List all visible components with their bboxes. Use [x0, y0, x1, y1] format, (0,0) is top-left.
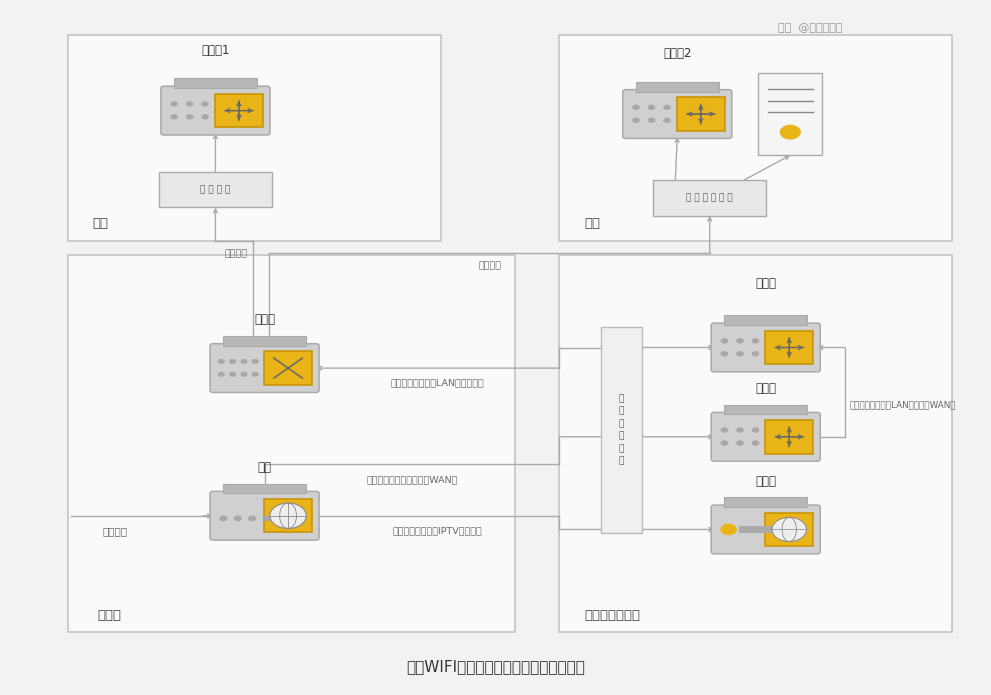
Circle shape — [663, 105, 671, 110]
Text: 六类网线（光猫至软路由WAN）: 六类网线（光猫至软路由WAN） — [367, 475, 458, 484]
Bar — [223, 336, 306, 346]
Bar — [559, 255, 952, 632]
Bar — [739, 526, 777, 533]
Circle shape — [229, 359, 236, 364]
Bar — [724, 316, 807, 325]
Circle shape — [648, 117, 655, 123]
Circle shape — [751, 427, 759, 433]
Circle shape — [736, 351, 744, 357]
Circle shape — [720, 523, 737, 535]
FancyBboxPatch shape — [210, 344, 319, 393]
Text: 软路由: 软路由 — [755, 382, 776, 395]
FancyBboxPatch shape — [712, 412, 821, 461]
Circle shape — [241, 359, 248, 364]
Text: 光猫: 光猫 — [258, 461, 272, 474]
Text: 主路由: 主路由 — [755, 277, 776, 291]
Circle shape — [736, 338, 744, 343]
Circle shape — [663, 117, 671, 123]
FancyBboxPatch shape — [712, 505, 821, 554]
Circle shape — [772, 517, 807, 541]
Circle shape — [170, 101, 178, 106]
Circle shape — [219, 516, 228, 521]
Circle shape — [720, 338, 728, 343]
Text: 六类网线（软路由LAN至主路由WAN）: 六类网线（软路由LAN至主路由WAN） — [849, 400, 956, 409]
Circle shape — [720, 427, 728, 433]
Text: 全屋WIFI网络覆盖接线简图（光猫内置）: 全屋WIFI网络覆盖接线简图（光猫内置） — [406, 660, 585, 674]
Circle shape — [248, 516, 257, 521]
FancyBboxPatch shape — [161, 86, 270, 135]
Bar — [68, 255, 515, 632]
Circle shape — [201, 114, 209, 120]
Text: 卧室: 卧室 — [92, 218, 109, 231]
Circle shape — [170, 114, 178, 120]
Circle shape — [252, 359, 259, 364]
Text: 客厅（电视柜）: 客厅（电视柜） — [584, 609, 640, 622]
Bar — [174, 79, 257, 88]
Bar — [223, 484, 306, 493]
Circle shape — [648, 105, 655, 110]
Circle shape — [252, 372, 259, 377]
Circle shape — [632, 105, 640, 110]
Text: 子路由1: 子路由1 — [201, 44, 230, 57]
Circle shape — [751, 338, 759, 343]
Circle shape — [751, 441, 759, 445]
Circle shape — [736, 441, 744, 445]
Text: 知乎  @纯情的豪叔: 知乎 @纯情的豪叔 — [778, 23, 842, 33]
Text: 六类网线（主路由LAN至交换机）: 六类网线（主路由LAN至交换机） — [390, 379, 485, 388]
Text: 三
口
网
络
面
板: 三 口 网 络 面 板 — [618, 394, 624, 466]
Circle shape — [270, 503, 306, 528]
Text: 六类网线: 六类网线 — [225, 249, 248, 258]
Circle shape — [241, 372, 248, 377]
Circle shape — [632, 117, 640, 123]
FancyBboxPatch shape — [712, 323, 821, 372]
Circle shape — [218, 372, 225, 377]
Bar — [765, 420, 814, 454]
Bar — [265, 499, 312, 532]
Circle shape — [201, 101, 209, 106]
Bar — [724, 498, 807, 507]
Bar — [677, 97, 724, 131]
FancyBboxPatch shape — [210, 491, 319, 540]
Text: 机顶盒: 机顶盒 — [755, 475, 776, 488]
Text: 书房: 书房 — [584, 218, 600, 231]
Circle shape — [229, 372, 236, 377]
Circle shape — [218, 359, 225, 364]
Bar — [758, 73, 823, 155]
Text: 交换机: 交换机 — [254, 313, 275, 326]
Circle shape — [186, 114, 193, 120]
Text: 双 口 网 络 面 板: 双 口 网 络 面 板 — [687, 193, 733, 202]
Bar — [559, 35, 952, 241]
Circle shape — [736, 427, 744, 433]
Text: 六类网线: 六类网线 — [478, 261, 501, 270]
Text: 入户光纤: 入户光纤 — [103, 526, 128, 536]
Bar — [601, 327, 642, 533]
Text: 弱电箱: 弱电箱 — [97, 609, 122, 622]
Bar — [765, 513, 814, 546]
Circle shape — [780, 124, 801, 140]
Circle shape — [186, 101, 193, 106]
Circle shape — [720, 441, 728, 445]
Text: 六类网线（光猫至IPTV机顶盒）: 六类网线（光猫至IPTV机顶盒） — [392, 526, 483, 535]
Circle shape — [234, 516, 242, 521]
FancyBboxPatch shape — [622, 90, 731, 138]
Bar — [653, 180, 766, 215]
Bar — [215, 94, 263, 127]
Bar — [636, 82, 718, 92]
Text: 子路由2: 子路由2 — [663, 47, 692, 60]
Bar — [68, 35, 441, 241]
Circle shape — [751, 351, 759, 357]
Circle shape — [720, 351, 728, 357]
Text: 网 络 面 板: 网 络 面 板 — [200, 185, 231, 194]
Bar — [265, 352, 312, 385]
Circle shape — [263, 516, 271, 521]
Bar — [724, 404, 807, 414]
Bar — [765, 331, 814, 364]
Bar — [159, 172, 272, 207]
